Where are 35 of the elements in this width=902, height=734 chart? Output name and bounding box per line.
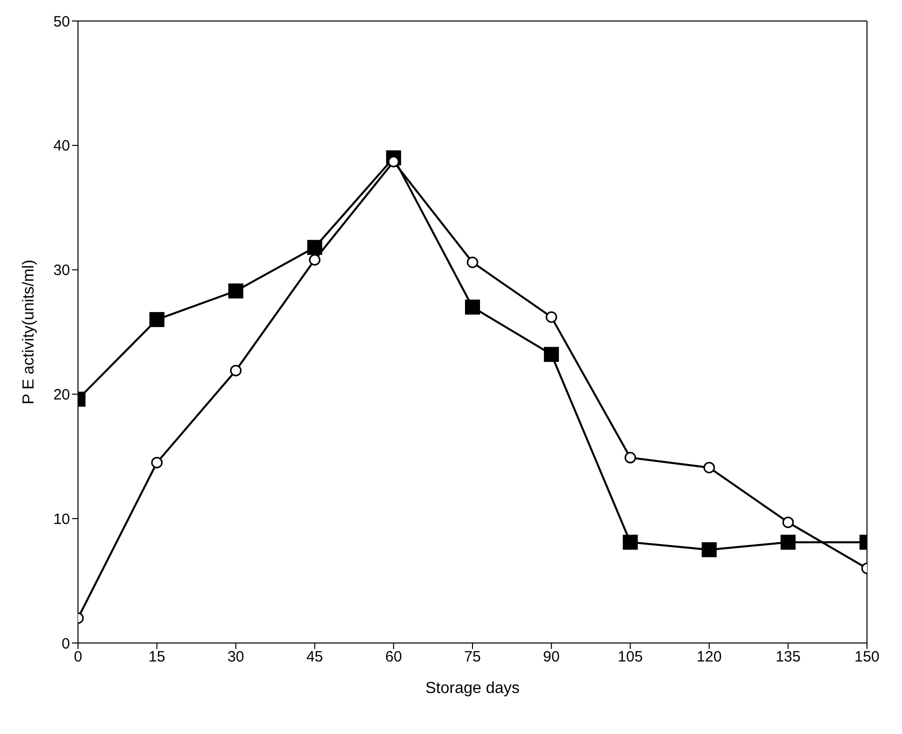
x-tick-label: 150 — [854, 648, 880, 666]
y-tick-label: 50 — [53, 13, 70, 30]
x-tick-label: 120 — [696, 648, 722, 666]
point — [544, 346, 559, 362]
point — [228, 283, 244, 298]
point — [782, 516, 794, 528]
point — [149, 312, 164, 328]
y-tick-label: 20 — [53, 386, 70, 404]
x-tick-label: 60 — [385, 648, 402, 666]
point — [546, 311, 558, 323]
x-tick-label: 30 — [227, 648, 244, 666]
y-tick-label: 0 — [62, 635, 70, 652]
x-tick-label: 15 — [148, 648, 166, 666]
point — [151, 456, 163, 468]
point — [622, 534, 638, 550]
point — [230, 364, 242, 376]
x-axis-title: Storage days — [425, 680, 520, 697]
point — [624, 452, 636, 464]
x-tick-label: 45 — [306, 648, 324, 666]
point — [466, 256, 478, 268]
point — [465, 300, 480, 315]
y-tick-label: 40 — [53, 138, 70, 155]
point — [702, 542, 717, 558]
y-tick-label: 30 — [53, 262, 70, 280]
x-tick-label: 75 — [464, 648, 481, 666]
x-tick-label: 105 — [618, 648, 643, 666]
x-tick-label: 135 — [776, 648, 801, 666]
x-tick-label: 90 — [543, 648, 560, 666]
point — [780, 534, 796, 550]
x-tick-label: 0 — [74, 648, 82, 666]
point — [308, 254, 320, 266]
point — [703, 462, 715, 474]
y-tick-label: 10 — [53, 510, 70, 528]
point — [307, 240, 322, 255]
y-axis-title: P E activity(units/ml) — [20, 260, 38, 404]
